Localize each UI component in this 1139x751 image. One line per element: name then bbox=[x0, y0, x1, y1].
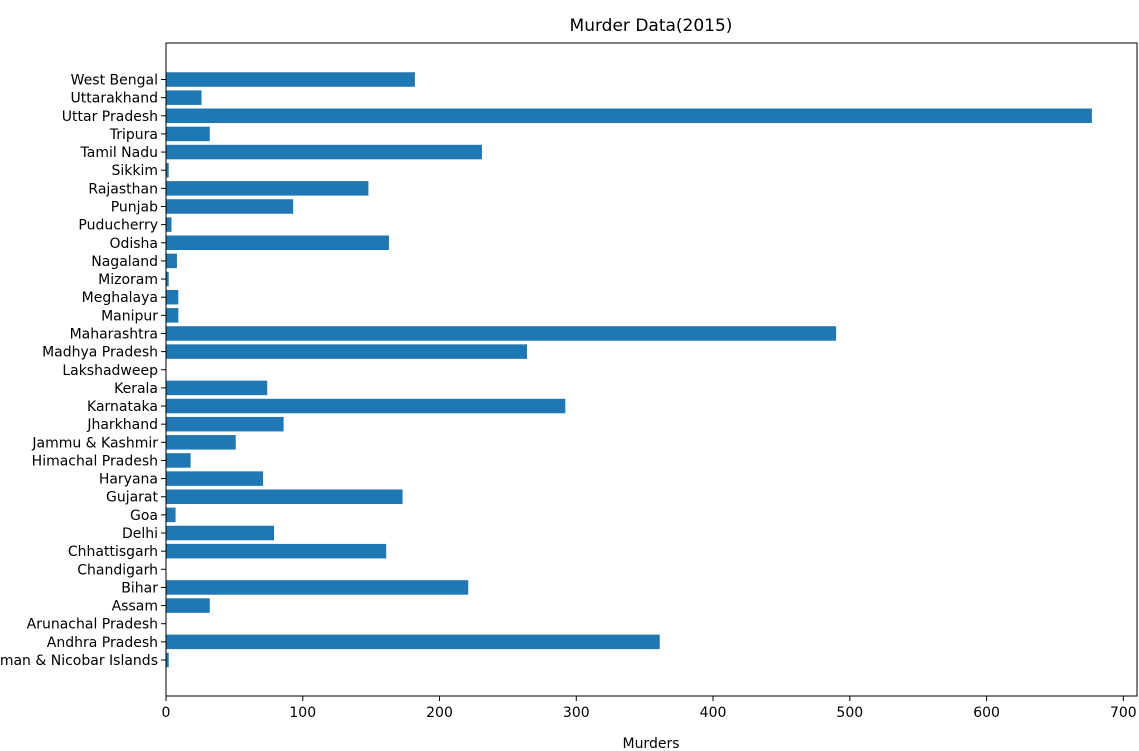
bar bbox=[166, 453, 191, 468]
y-tick-label: Delhi bbox=[122, 526, 158, 542]
y-tick-label: Puducherry bbox=[78, 218, 158, 234]
y-tick-label: Chhattisgarh bbox=[68, 544, 158, 560]
y-tick-label: Maharashtra bbox=[70, 326, 158, 342]
y-tick-label: Arunachal Pradesh bbox=[27, 617, 158, 633]
bar bbox=[166, 525, 275, 541]
bar bbox=[166, 634, 660, 650]
y-tick-label: Kerala bbox=[114, 381, 158, 397]
bar bbox=[166, 144, 482, 160]
x-tick-label: 0 bbox=[162, 705, 171, 721]
bar bbox=[166, 253, 177, 269]
bar bbox=[166, 543, 387, 559]
y-tick-label: Haryana bbox=[99, 472, 158, 488]
y-tick-label: Meghalaya bbox=[82, 290, 158, 306]
bar bbox=[166, 598, 210, 613]
y-tick-label: Jharkhand bbox=[86, 417, 158, 433]
y-tick-label: Tripura bbox=[109, 127, 158, 143]
bar bbox=[166, 199, 294, 214]
x-axis-ticks: 0 100 200 300 400 500 600 700 bbox=[162, 696, 1137, 721]
chart-title: Murder Data(2015) bbox=[570, 16, 733, 36]
y-tick-label: Lakshadweep bbox=[62, 363, 158, 379]
bar bbox=[166, 181, 369, 196]
x-tick-label: 300 bbox=[563, 705, 590, 721]
y-tick-label: Odisha bbox=[109, 236, 158, 252]
x-tick-label: 700 bbox=[1110, 705, 1137, 721]
y-tick-label: Andaman & Nicobar Islands bbox=[0, 653, 158, 669]
bar bbox=[166, 507, 176, 523]
bar bbox=[166, 162, 169, 178]
y-tick-label: Goa bbox=[130, 508, 158, 524]
y-tick-label: West Bengal bbox=[71, 73, 158, 89]
bar bbox=[166, 235, 389, 251]
bar bbox=[166, 398, 566, 414]
y-tick-label: Gujarat bbox=[106, 490, 159, 506]
bar bbox=[166, 416, 284, 432]
bar bbox=[166, 271, 169, 287]
bar bbox=[166, 308, 179, 323]
x-tick-label: 400 bbox=[700, 705, 727, 721]
bar bbox=[166, 217, 172, 232]
bar bbox=[166, 489, 403, 504]
y-tick-label: Uttarakhand bbox=[71, 91, 158, 107]
bar bbox=[166, 435, 236, 450]
plot-frame bbox=[165, 42, 1138, 697]
y-tick-label: Rajasthan bbox=[88, 181, 158, 197]
y-tick-label: Mizoram bbox=[98, 272, 158, 288]
bar bbox=[166, 126, 210, 142]
bar bbox=[166, 72, 415, 87]
y-tick-label: Himachal Pradesh bbox=[32, 453, 158, 469]
bar bbox=[166, 108, 1092, 124]
y-tick-label: Assam bbox=[112, 599, 158, 615]
bar bbox=[166, 289, 179, 305]
y-tick-label: Jammu & Kashmir bbox=[31, 435, 158, 451]
bar bbox=[166, 471, 264, 486]
y-tick-label: Nagaland bbox=[91, 254, 158, 270]
y-tick-label: Andhra Pradesh bbox=[47, 635, 158, 651]
x-tick-label: 500 bbox=[836, 705, 863, 721]
x-tick-label: 600 bbox=[973, 705, 1000, 721]
bar bbox=[166, 380, 268, 396]
y-tick-label: Chandigarh bbox=[77, 562, 158, 578]
x-axis-label: Murders bbox=[622, 736, 679, 751]
bar bbox=[166, 326, 837, 341]
y-tick-label: Karnataka bbox=[87, 399, 158, 415]
y-tick-label: Madhya Pradesh bbox=[42, 345, 158, 361]
bars-group bbox=[166, 72, 1092, 668]
y-tick-label: Uttar Pradesh bbox=[62, 109, 158, 125]
x-tick-label: 200 bbox=[426, 705, 453, 721]
bar bbox=[166, 90, 202, 105]
x-tick-label: 100 bbox=[289, 705, 316, 721]
y-axis-ticks: Andaman & Nicobar Islands Andhra Pradesh A… bbox=[0, 73, 166, 669]
y-tick-label: Sikkim bbox=[111, 163, 158, 179]
y-tick-label: Bihar bbox=[121, 580, 158, 596]
bar bbox=[166, 344, 528, 359]
bar bbox=[166, 652, 169, 668]
y-tick-label: Punjab bbox=[111, 199, 158, 215]
bar bbox=[166, 580, 469, 595]
y-tick-label: Tamil Nadu bbox=[80, 145, 159, 161]
y-tick-label: Manipur bbox=[101, 308, 158, 324]
